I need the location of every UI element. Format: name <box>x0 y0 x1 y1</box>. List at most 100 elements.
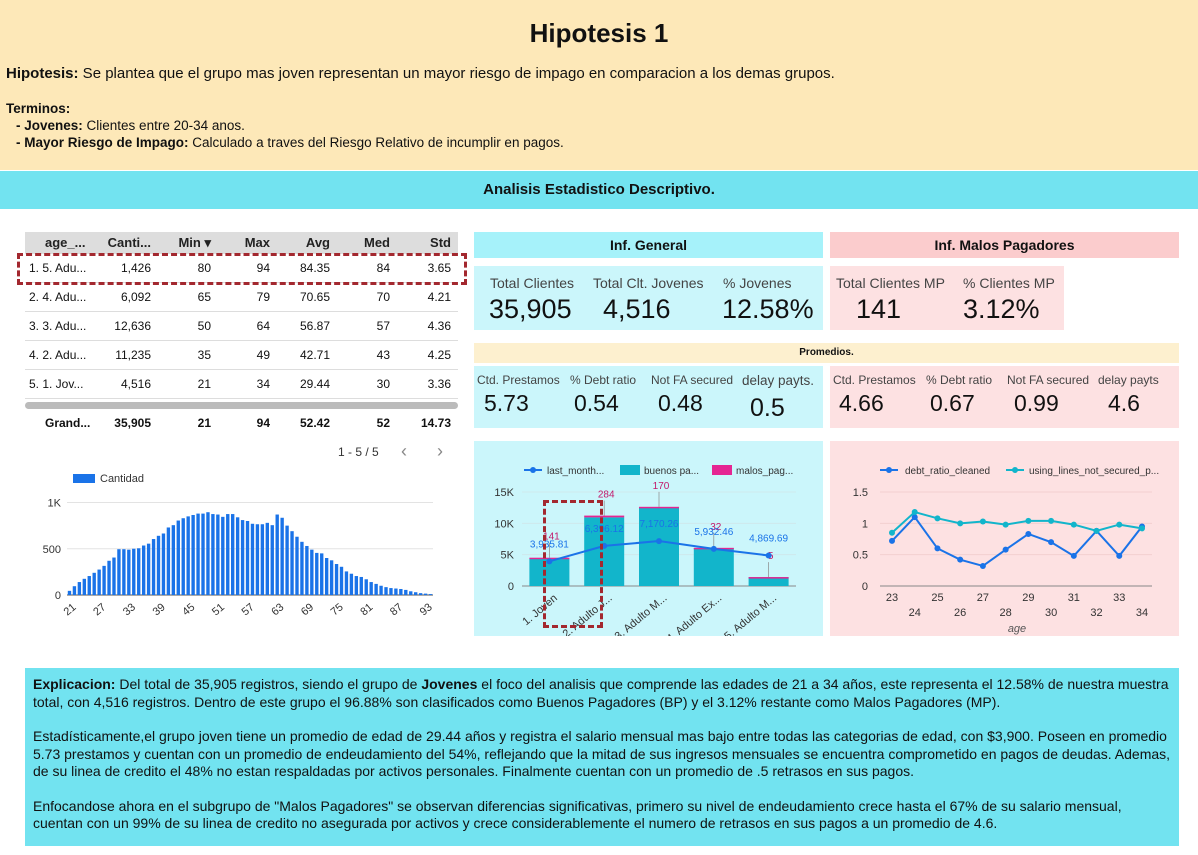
table-scrollbar[interactable] <box>25 402 458 409</box>
series-line <box>891 510 1143 534</box>
column-header[interactable]: age_... <box>45 235 86 250</box>
histogram-bar <box>290 531 294 595</box>
table-cell: 94 <box>256 261 270 275</box>
data-label-malos: 141 <box>543 532 560 543</box>
line-point <box>1070 521 1077 528</box>
chevron-right-icon[interactable]: › <box>437 441 443 461</box>
chevron-left-icon[interactable]: ‹ <box>401 441 407 461</box>
avg-label: % Debt ratio <box>926 373 993 387</box>
table-cell: 80 <box>197 261 211 275</box>
bar-buenos <box>638 507 680 586</box>
column-header[interactable]: Med <box>364 235 390 250</box>
avg-value: 0.5 <box>750 394 785 422</box>
column-header[interactable]: Max <box>244 235 270 250</box>
x-tick-label: 24 <box>909 607 921 619</box>
table-cell: 12,636 <box>114 319 151 333</box>
avg-label: Ctd. Prestamos <box>833 373 916 387</box>
table-cell: 4.25 <box>427 348 451 362</box>
histogram-bar <box>235 517 240 595</box>
avg-value: 4.66 <box>839 390 884 416</box>
line-point <box>957 520 964 527</box>
histogram-bar <box>305 545 309 595</box>
avg-value: 0.54 <box>574 390 619 416</box>
column-header[interactable]: Std <box>430 235 451 250</box>
table-cell: 3.36 <box>427 377 451 391</box>
histogram-bar <box>324 558 329 595</box>
inf-malos-header: Inf. Malos Pagadores <box>830 232 1179 258</box>
histogram-bar <box>364 579 368 595</box>
table-row[interactable]: 5. 1. Jov... 4,516 21 34 29.44 30 3.36 <box>25 370 458 399</box>
avg-value: 0.67 <box>930 390 975 416</box>
table-cell: 35 <box>197 348 211 362</box>
table-cell: 94 <box>256 416 270 430</box>
histogram-bar <box>141 545 146 595</box>
histogram-bar <box>379 585 383 595</box>
line-point <box>889 529 895 536</box>
table-cell: 29.44 <box>299 377 330 391</box>
avg-label: delay payts <box>1098 373 1159 387</box>
histogram-bar <box>186 516 190 595</box>
x-tick-label: 5. Adulto M... <box>722 592 779 636</box>
table-cell: 21 <box>197 377 211 391</box>
table-cell: 64 <box>256 319 270 333</box>
table-cell: 1,426 <box>120 261 151 275</box>
y-tick-label: 500 <box>43 544 61 556</box>
term-jovenes-text: Clientes entre 20-34 anos. <box>82 118 245 133</box>
column-header[interactable]: Avg <box>305 235 330 250</box>
x-tick-label: 34 <box>1136 607 1148 619</box>
table-cell: 4,516 <box>120 377 151 391</box>
hypothesis-label: Hipotesis: <box>6 65 79 82</box>
histogram-bar <box>414 592 418 595</box>
table-cell: 4.36 <box>427 319 451 333</box>
histogram-bar <box>255 524 260 595</box>
table-cell: 65 <box>197 290 211 304</box>
histogram-bar <box>206 512 210 595</box>
histogram-bar <box>295 536 299 595</box>
histogram-bar <box>404 589 408 595</box>
highlight-box <box>17 253 467 285</box>
line-point <box>1025 517 1032 524</box>
table-cell: 43 <box>376 348 390 362</box>
y-tick-label: 15K <box>494 487 514 499</box>
histogram-bar <box>320 553 324 595</box>
y-tick-label: 1 <box>862 518 868 530</box>
histogram-bar <box>423 593 428 595</box>
line-point <box>934 515 941 522</box>
column-header[interactable]: Canti... <box>107 235 151 250</box>
kpi-total-jovenes: 4,516 <box>603 294 671 324</box>
table-row[interactable]: 2. 4. Adu... 6,092 65 79 70.65 70 4.21 <box>25 283 458 312</box>
avg-label: Ctd. Prestamos <box>477 373 560 387</box>
column-header-sorted[interactable]: Min ▾ <box>178 235 211 250</box>
terms-block: Terminos: - Jovenes: Clientes entre 20-3… <box>6 100 564 151</box>
table-cell: 21 <box>197 416 211 430</box>
x-tick-label: 69 <box>299 601 316 618</box>
table-cell: 84.35 <box>299 261 330 275</box>
histogram-bar <box>359 576 363 595</box>
kpi-pct-jovenes: 12.58% <box>722 294 814 324</box>
histogram-bar <box>339 566 344 595</box>
kpi-label: Total Clt. Jovenes <box>593 275 704 291</box>
histogram-bar <box>191 514 195 595</box>
histogram-bar <box>196 513 200 595</box>
table-row[interactable]: 3. 3. Adu... 12,636 50 64 56.87 57 4.36 <box>25 312 458 341</box>
kpi-label: Total Clientes MP <box>836 275 945 291</box>
table-row[interactable]: 4. 2. Adu... 11,235 35 49 42.71 43 4.25 <box>25 341 458 370</box>
explanation-text: el foco del analisis que comprende las e… <box>33 676 1169 710</box>
avg-label: % Debt ratio <box>570 373 637 387</box>
data-label-line: 4,869.69 <box>749 533 788 544</box>
age-group-combo-chart: last_month... buenos pa... malos_pag... 0 5K… <box>494 465 796 645</box>
legend-label: buenos pa... <box>644 466 699 477</box>
table-cell: 1. 5. Adu... <box>29 261 87 275</box>
y-tick-label: 0 <box>55 590 61 602</box>
histogram-bar <box>280 517 284 595</box>
line-chart-panel: debt_ratio_cleaned using_lines_not_secure… <box>830 441 1179 636</box>
histogram-bar <box>384 587 388 595</box>
histogram-bar <box>374 583 378 595</box>
line-point <box>1070 552 1077 559</box>
table-cell: 84 <box>376 261 390 275</box>
table-cell: 35,905 <box>114 416 151 430</box>
bar-buenos <box>748 577 789 586</box>
x-tick-label: 93 <box>418 601 435 618</box>
x-tick-label: 30 <box>1045 607 1057 619</box>
y-tick-label: 10K <box>494 518 514 530</box>
